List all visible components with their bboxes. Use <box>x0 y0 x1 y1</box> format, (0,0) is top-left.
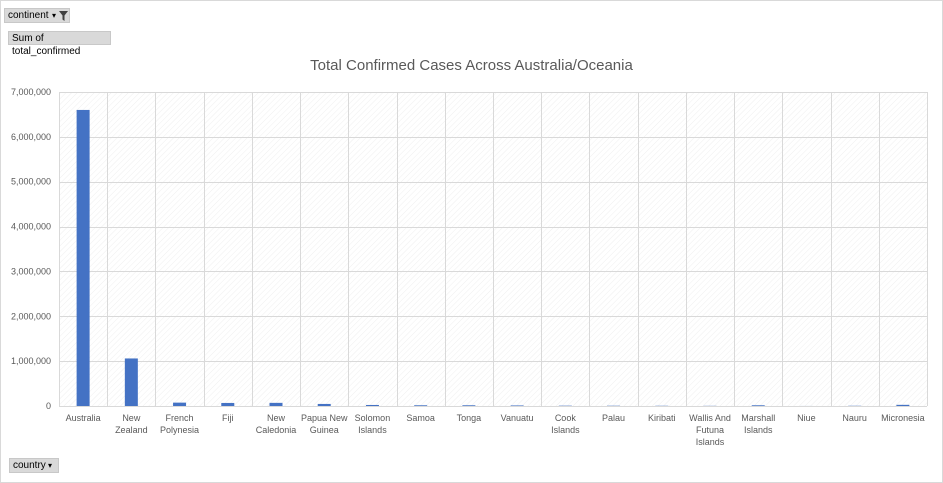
x-tick-label: New Caledonia <box>256 413 297 435</box>
y-tick-label: 2,000,000 <box>11 311 51 321</box>
bar <box>269 402 283 406</box>
x-tick-label: Fiji <box>222 413 234 423</box>
x-tick-label: Micronesia <box>881 413 925 423</box>
bar <box>462 405 476 406</box>
x-tick-label: Wallis And Futuna Islands <box>689 413 731 447</box>
bar <box>751 405 765 406</box>
chart-title: Total Confirmed Cases Across Australia/O… <box>310 57 633 74</box>
bar <box>365 404 379 406</box>
y-tick-label: 3,000,000 <box>11 266 51 276</box>
x-tick-label: French Polynesia <box>160 413 199 435</box>
filter-funnel-icon <box>59 11 68 25</box>
sum-total-confirmed-field-button[interactable]: Sum of total_confirmed <box>8 31 111 57</box>
y-tick-label: 4,000,000 <box>11 222 51 232</box>
x-tick-label: Australia <box>66 413 101 423</box>
continent-filter-button[interactable]: continent ▾ <box>4 8 70 23</box>
x-tick-label: New Zealand <box>115 413 148 435</box>
x-tick-label: Solomon Islands <box>355 413 391 435</box>
bar <box>173 402 187 406</box>
y-tick-label: 1,000,000 <box>11 356 51 366</box>
x-tick-label: Niue <box>797 413 816 423</box>
country-axis-field-button[interactable]: country ▾ <box>9 458 59 473</box>
bar <box>896 404 910 406</box>
x-tick-label: Nauru <box>842 413 867 423</box>
y-tick-label: 5,000,000 <box>11 177 51 187</box>
x-tick-label: Papua New Guinea <box>301 413 348 435</box>
x-tick-label: Palau <box>602 413 625 423</box>
dropdown-arrow-icon: ▾ <box>48 461 53 470</box>
x-tick-label: Kiribati <box>648 413 676 423</box>
x-tick-label: Tonga <box>457 413 482 423</box>
dropdown-arrow-icon: ▾ <box>52 11 57 20</box>
sum-field-label: Sum of total_confirmed <box>12 33 81 57</box>
bar <box>76 109 90 406</box>
x-tick-label: Vanuatu <box>501 413 534 423</box>
y-tick-label: 6,000,000 <box>11 132 51 142</box>
y-tick-label: 0 <box>46 401 51 411</box>
bar <box>510 405 524 406</box>
bar <box>221 402 235 406</box>
bar <box>414 405 428 406</box>
x-tick-label: Marshall Islands <box>741 413 775 435</box>
y-tick-label: 7,000,000 <box>11 87 51 97</box>
x-tick-label: Samoa <box>406 413 435 423</box>
country-field-label: country <box>13 460 46 471</box>
continent-field-label: continent <box>8 10 49 21</box>
bar <box>124 358 138 406</box>
x-tick-label: Cook Islands <box>551 413 580 435</box>
bar <box>317 403 331 406</box>
